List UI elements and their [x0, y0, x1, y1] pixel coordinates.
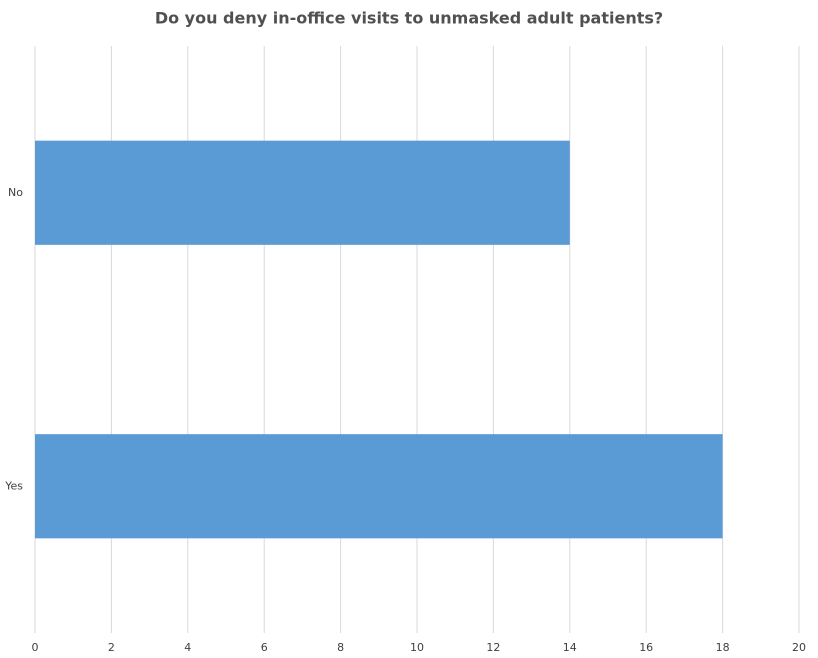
x-tick-label: 16	[639, 641, 653, 654]
chart-title: Do you deny in-office visits to unmasked…	[155, 9, 663, 28]
x-tick-label: 4	[184, 641, 191, 654]
x-tick-label: 10	[410, 641, 424, 654]
x-tick-label: 2	[108, 641, 115, 654]
x-tick-label: 8	[337, 641, 344, 654]
bar	[35, 434, 723, 539]
x-tick-label: 20	[792, 641, 806, 654]
x-tick-label: 14	[563, 641, 577, 654]
x-tick-label: 18	[716, 641, 730, 654]
x-tick-label: 6	[261, 641, 268, 654]
x-tick-label: 0	[32, 641, 39, 654]
x-tick-label: 12	[486, 641, 500, 654]
bar	[35, 140, 570, 245]
y-tick-label: No	[8, 186, 23, 199]
y-tick-label: Yes	[4, 479, 23, 492]
